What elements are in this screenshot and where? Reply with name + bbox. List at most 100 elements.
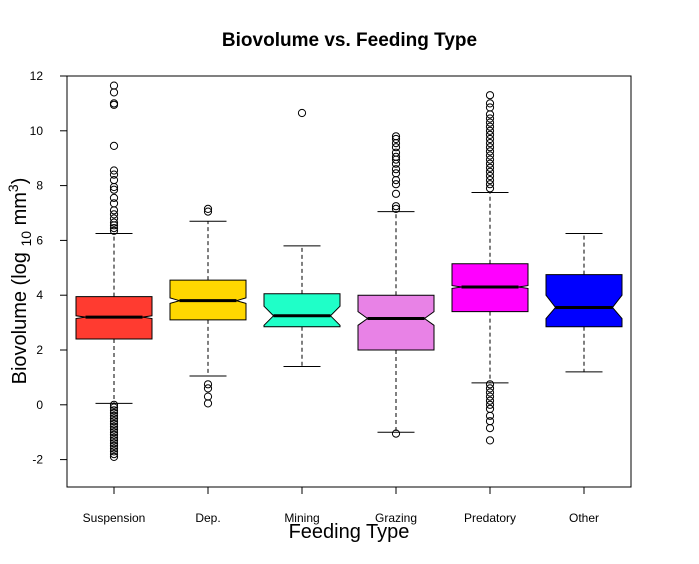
outlier-point [203, 204, 213, 213]
outlier-point [485, 411, 495, 420]
outlier-point [485, 155, 495, 164]
outlier-point [109, 406, 119, 415]
outlier-point [485, 392, 495, 401]
y-tick-label: 6 [36, 233, 43, 247]
outlier-point [485, 126, 495, 135]
outlier-point [485, 147, 495, 156]
box-series-group [75, 81, 623, 461]
y-axis-title-unit: mm [9, 192, 31, 231]
outlier-point [485, 176, 495, 185]
outlier-point [391, 134, 401, 144]
outlier-point [109, 218, 119, 227]
y-axis-title-prefix: Biovolume (log [9, 247, 31, 385]
outlier-point [109, 417, 119, 426]
outlier-point [485, 91, 495, 100]
outlier-point [109, 88, 119, 97]
box-suspension [75, 81, 153, 461]
outlier-point [109, 81, 119, 90]
outlier-point [109, 199, 119, 208]
outlier-point [391, 159, 401, 168]
outlier-point [203, 392, 213, 401]
outlier-point [203, 384, 213, 393]
outlier-point [485, 400, 495, 409]
outlier-point [109, 411, 119, 420]
outlier-point [297, 108, 307, 118]
outlier-point [109, 176, 119, 185]
y-axis-title-subscript: 10 [18, 231, 34, 247]
x-tick-label: Other [569, 511, 599, 525]
outlier-point [109, 425, 119, 434]
x-axis-title: Feeding Type [289, 521, 410, 543]
outlier-point [391, 204, 401, 213]
outlier-point [485, 114, 495, 123]
outlier-point [109, 436, 119, 445]
outlier-point [109, 403, 119, 412]
y-tick-label: 4 [36, 288, 43, 302]
outlier-point [109, 447, 119, 456]
outlier-point [109, 206, 119, 215]
x-tick-label: Predatory [464, 511, 516, 525]
outlier-point [485, 134, 495, 144]
y-tick-label: -2 [32, 453, 43, 467]
y-tick-label: 12 [30, 69, 44, 83]
outlier-point [109, 450, 119, 459]
outlier-point [109, 452, 119, 461]
x-tick-label: Mining [284, 511, 319, 525]
outlier-point [485, 388, 495, 397]
outlier-point [391, 139, 401, 148]
outlier-point [391, 189, 401, 198]
outlier-point [109, 439, 119, 448]
outlier-point [485, 118, 495, 127]
outlier-point [109, 182, 119, 192]
y-axis-title-superscript: 3 [5, 184, 21, 192]
outlier-point [485, 122, 495, 131]
box-body [263, 293, 341, 328]
outlier-point [485, 384, 495, 393]
outlier-point [485, 130, 495, 139]
outlier-point [485, 99, 495, 108]
y-axis: -2 0 2 4 6 8 10 12 [30, 69, 68, 467]
outlier-point [109, 428, 119, 437]
outlier-point [109, 210, 119, 219]
outlier-point [485, 396, 495, 405]
outlier-point [109, 100, 119, 109]
outlier-point [203, 380, 213, 389]
outlier-point [485, 163, 495, 172]
outlier-point [109, 414, 119, 423]
outlier-point [485, 184, 495, 193]
chart-title: Biovolume vs. Feeding Type [222, 30, 477, 51]
box-dep [169, 204, 247, 408]
outlier-point [391, 148, 401, 157]
outlier-point [391, 180, 401, 189]
outlier-point [485, 151, 495, 160]
outlier-point [485, 159, 495, 168]
outlier-point [485, 171, 495, 181]
outlier-point [485, 436, 495, 445]
box-mining [263, 108, 341, 367]
outlier-point [109, 444, 119, 453]
outlier-point [485, 424, 495, 433]
outlier-point [391, 155, 401, 164]
outlier-point [109, 408, 119, 418]
y-tick-label: 2 [36, 343, 43, 357]
x-tick-label: Grazing [375, 511, 417, 525]
y-tick-label: 8 [36, 179, 43, 193]
outlier-point [109, 193, 119, 202]
outlier-point [485, 167, 495, 176]
outlier-point [109, 141, 119, 150]
outlier-point [485, 139, 495, 148]
outlier-point [109, 430, 119, 439]
y-axis-title-suffix: ) [9, 178, 31, 185]
x-axis: Suspension Dep. Mining Grazing Predatory Othe… [83, 486, 599, 525]
outlier-point [391, 143, 401, 152]
outlier-point [485, 404, 495, 413]
outlier-point [391, 429, 401, 438]
outlier-point [203, 207, 213, 216]
outlier-point [391, 176, 401, 185]
outlier-point [109, 214, 119, 223]
outlier-point [109, 419, 119, 429]
x-tick-label: Dep. [195, 511, 220, 525]
y-tick-label: 0 [36, 398, 43, 412]
outlier-point [109, 422, 119, 431]
